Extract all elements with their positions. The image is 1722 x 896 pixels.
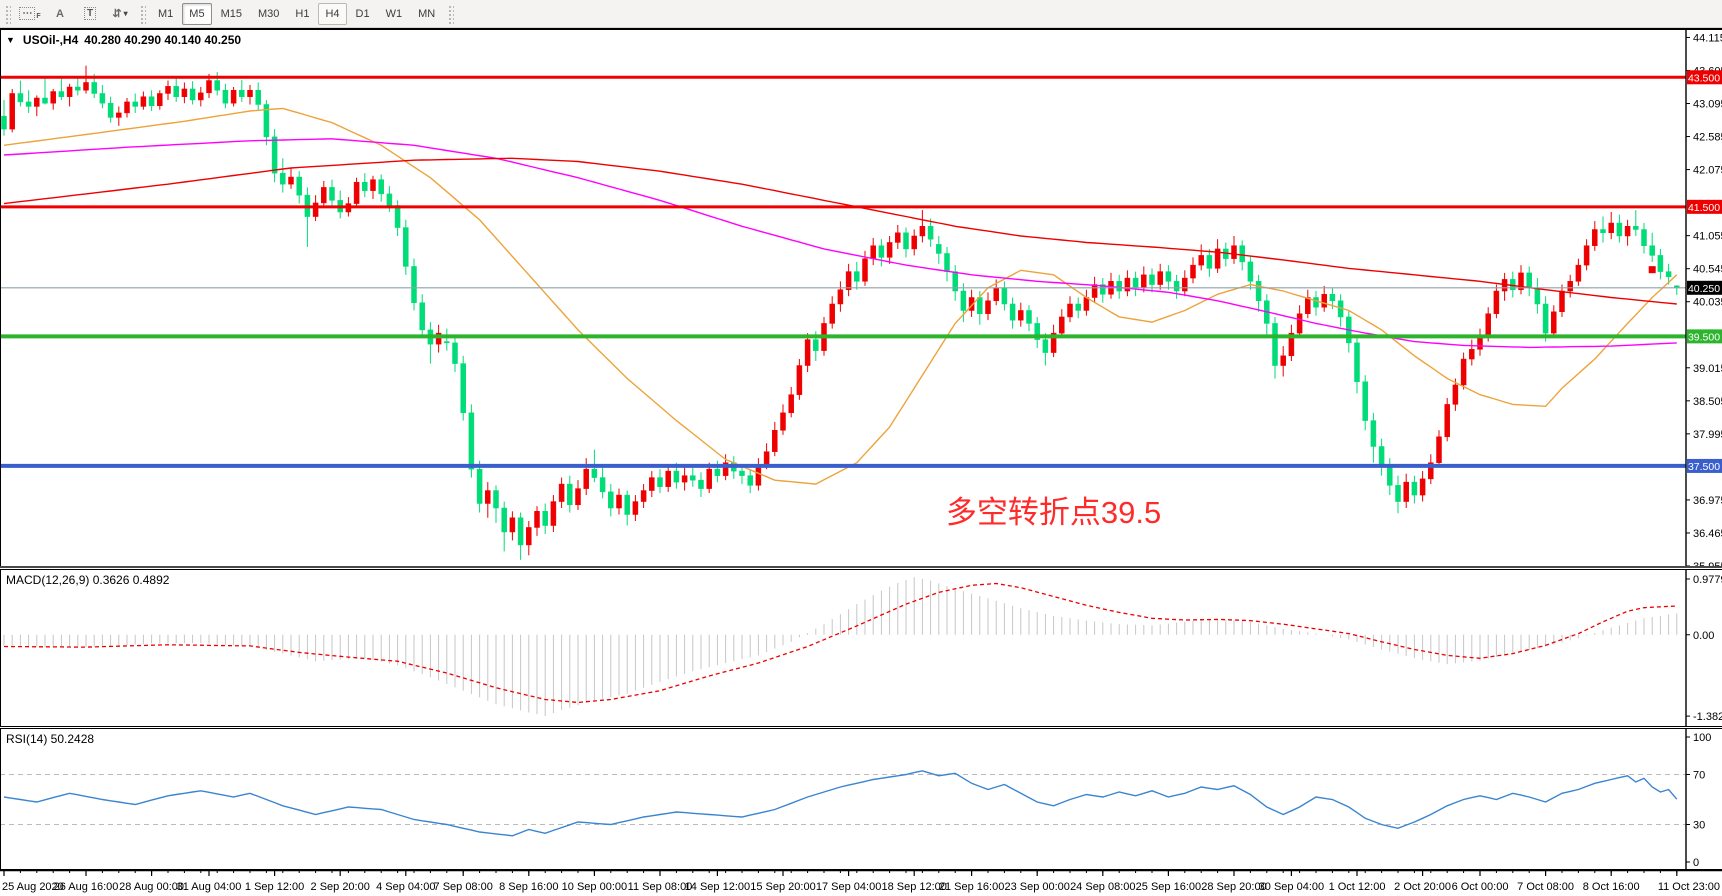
timeframe-h4-button[interactable]: H4 bbox=[318, 2, 347, 25]
toolbar-gripper[interactable] bbox=[4, 3, 11, 24]
svg-text:41.500: 41.500 bbox=[1688, 202, 1720, 214]
macd-canvas[interactable]: 0.9779 0.00 -1.382 bbox=[0, 570, 1722, 726]
svg-text:24 Sep 08:00: 24 Sep 08:00 bbox=[1070, 881, 1135, 893]
svg-text:7 Oct 08:00: 7 Oct 08:00 bbox=[1517, 881, 1574, 893]
timeframe-mn-button[interactable]: MN bbox=[411, 3, 442, 25]
ma-fast-orange bbox=[3, 107, 1678, 485]
svg-text:37.500: 37.500 bbox=[1688, 461, 1720, 473]
svg-text:39.015: 39.015 bbox=[1693, 363, 1722, 375]
svg-text:37.995: 37.995 bbox=[1693, 429, 1722, 441]
svg-text:0.00: 0.00 bbox=[1693, 630, 1714, 642]
chart-window: ▼ USOil-,H4 40.280 40.290 40.140 40.250 … bbox=[0, 28, 1722, 896]
svg-text:43.500: 43.500 bbox=[1688, 72, 1720, 84]
timeframe-m1-button[interactable]: M1 bbox=[151, 3, 180, 25]
svg-text:70: 70 bbox=[1693, 770, 1705, 782]
macd-panel: MACD(12,26,9) 0.3626 0.4892 0.9779 0.00 -1… bbox=[0, 569, 1722, 727]
svg-text:11 Oct 23:00: 11 Oct 23:00 bbox=[1658, 881, 1720, 893]
candles-layer bbox=[1, 65, 1680, 560]
svg-text:1 Oct 12:00: 1 Oct 12:00 bbox=[1329, 881, 1386, 893]
ohlc-values: 40.280 40.290 40.140 40.250 bbox=[84, 33, 242, 47]
draw-text-label-icon[interactable]: T bbox=[76, 2, 104, 26]
svg-text:40.250: 40.250 bbox=[1688, 283, 1720, 295]
svg-text:21 Sep 16:00: 21 Sep 16:00 bbox=[939, 881, 1004, 893]
svg-text:36.465: 36.465 bbox=[1693, 528, 1722, 540]
svg-text:10 Sep 00:00: 10 Sep 00:00 bbox=[562, 881, 627, 893]
macd-indicator-label: MACD(12,26,9) 0.3626 0.4892 bbox=[6, 573, 170, 587]
timeframe-h1-button[interactable]: H1 bbox=[288, 3, 316, 25]
svg-text:40.545: 40.545 bbox=[1693, 264, 1722, 276]
time-axis[interactable]: 25 Aug 2020 26 Aug 16:00 28 Aug 00:00 31 Au… bbox=[0, 870, 1722, 896]
symbol-timeframe-label: USOil-,H4 bbox=[22, 33, 79, 47]
macd-signal-line bbox=[3, 582, 1677, 704]
svg-text:8 Oct 16:00: 8 Oct 16:00 bbox=[1583, 881, 1640, 893]
svg-text:15 Sep 20:00: 15 Sep 20:00 bbox=[750, 881, 815, 893]
svg-text:7 Sep 08:00: 7 Sep 08:00 bbox=[434, 881, 493, 893]
rsi-panel: RSI(14) 50.2428 100 70 30 0 bbox=[0, 728, 1722, 870]
draw-text-icon[interactable]: A bbox=[56, 7, 64, 20]
svg-text:8 Sep 16:00: 8 Sep 16:00 bbox=[499, 881, 558, 893]
timeframe-w1-button[interactable]: W1 bbox=[379, 3, 410, 25]
svg-text:1 Sep 12:00: 1 Sep 12:00 bbox=[245, 881, 304, 893]
trade-marker bbox=[1648, 266, 1656, 274]
svg-text:44.115: 44.115 bbox=[1693, 32, 1722, 44]
svg-text:38.505: 38.505 bbox=[1693, 396, 1722, 408]
chevron-down-icon: ▾ bbox=[123, 9, 128, 18]
crosshair-frame-icon[interactable]: ⋯ F bbox=[16, 2, 44, 26]
svg-text:26 Aug 16:00: 26 Aug 16:00 bbox=[54, 881, 119, 893]
svg-text:42.075: 42.075 bbox=[1693, 165, 1722, 177]
svg-text:40.035: 40.035 bbox=[1693, 297, 1722, 309]
svg-text:23 Sep 00:00: 23 Sep 00:00 bbox=[1004, 881, 1069, 893]
main-chart-panel: ▼ USOil-,H4 40.280 40.290 40.140 40.250 … bbox=[0, 30, 1722, 568]
chart-title: ▼ USOil-,H4 40.280 40.290 40.140 40.250 bbox=[6, 33, 241, 47]
svg-text:4 Sep 04:00: 4 Sep 04:00 bbox=[376, 881, 435, 893]
svg-text:18 Sep 12:00: 18 Sep 12:00 bbox=[881, 881, 946, 893]
symbol-dropdown-icon[interactable]: ▼ bbox=[6, 35, 15, 45]
timeframe-m5-button[interactable]: M5 bbox=[182, 2, 212, 25]
svg-text:43.095: 43.095 bbox=[1693, 99, 1722, 111]
svg-text:2 Oct 20:00: 2 Oct 20:00 bbox=[1394, 881, 1451, 893]
svg-text:100: 100 bbox=[1693, 732, 1711, 744]
svg-text:39.500: 39.500 bbox=[1688, 331, 1720, 343]
svg-text:42.585: 42.585 bbox=[1693, 132, 1722, 144]
svg-text:14 Sep 12:00: 14 Sep 12:00 bbox=[685, 881, 750, 893]
rsi-indicator-label: RSI(14) 50.2428 bbox=[6, 732, 95, 746]
svg-text:28 Aug 00:00: 28 Aug 00:00 bbox=[119, 881, 184, 893]
svg-text:0: 0 bbox=[1693, 857, 1699, 869]
svg-text:0.9779: 0.9779 bbox=[1693, 574, 1722, 586]
svg-text:30 Sep 04:00: 30 Sep 04:00 bbox=[1259, 881, 1324, 893]
timeframe-m30-button[interactable]: M30 bbox=[251, 3, 286, 25]
ma-slow-red bbox=[3, 157, 1677, 305]
toolbar-gripper[interactable] bbox=[139, 3, 146, 24]
rsi-line bbox=[3, 770, 1678, 837]
timeframe-m15-button[interactable]: M15 bbox=[214, 3, 249, 25]
draw-arrows-icon[interactable]: ⇵ ▾ bbox=[112, 8, 128, 20]
svg-text:25 Aug 2020: 25 Aug 2020 bbox=[2, 881, 64, 893]
svg-text:11 Sep 08:00: 11 Sep 08:00 bbox=[628, 881, 693, 893]
ma-mid-magenta bbox=[3, 138, 1677, 349]
svg-text:-1.382: -1.382 bbox=[1693, 711, 1722, 723]
svg-text:28 Sep 20:00: 28 Sep 20:00 bbox=[1201, 881, 1266, 893]
svg-text:36.975: 36.975 bbox=[1693, 495, 1722, 507]
svg-text:6 Oct 00:00: 6 Oct 00:00 bbox=[1452, 881, 1509, 893]
svg-text:2 Sep 20:00: 2 Sep 20:00 bbox=[311, 881, 370, 893]
svg-text:30: 30 bbox=[1693, 820, 1705, 832]
svg-text:25 Sep 16:00: 25 Sep 16:00 bbox=[1136, 881, 1201, 893]
rsi-canvas[interactable]: 100 70 30 0 bbox=[0, 729, 1722, 869]
timeframe-d1-button[interactable]: D1 bbox=[349, 3, 377, 25]
toolbar-gripper[interactable] bbox=[447, 3, 455, 24]
svg-text:17 Sep 04:00: 17 Sep 04:00 bbox=[816, 881, 881, 893]
toolbar: ⋯ F A T ⇵ ▾ M1 M5 M15 M30 H1 H4 D1 W1 MN bbox=[0, 0, 1722, 28]
svg-text:41.055: 41.055 bbox=[1693, 231, 1722, 243]
svg-text:35.955: 35.955 bbox=[1693, 561, 1722, 566]
chart-annotation: 多空转折点39.5 bbox=[946, 495, 1161, 530]
price-chart-canvas[interactable]: 多空转折点39.544.11543.60543.09542.58542.0754… bbox=[0, 30, 1722, 566]
svg-text:31 Aug 04:00: 31 Aug 04:00 bbox=[177, 881, 242, 893]
